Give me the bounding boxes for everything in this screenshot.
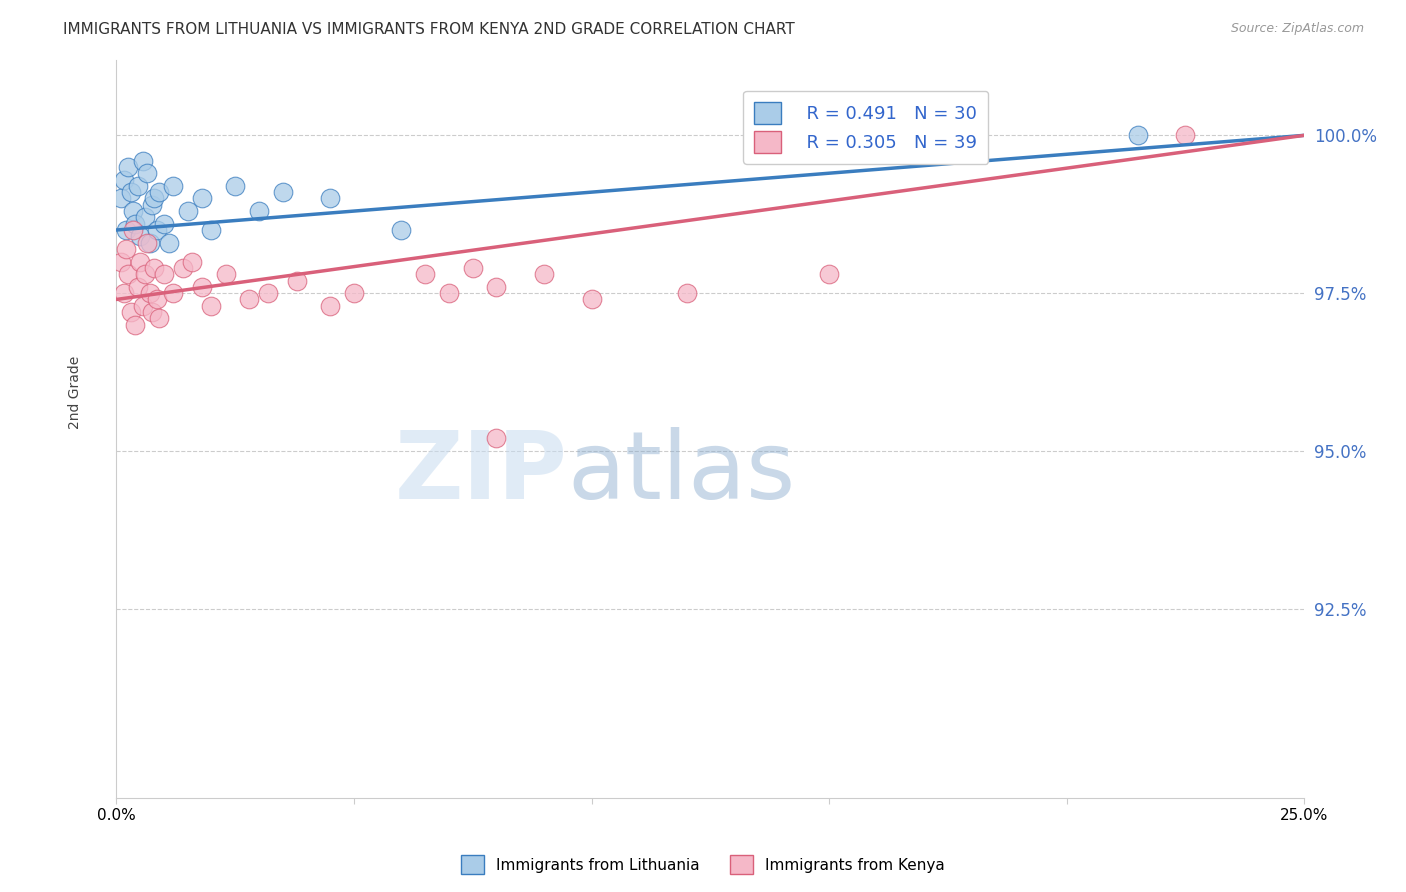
Point [533,267,555,281]
Point [157,235,180,250]
Point [319,299,342,313]
Point [162,286,184,301]
Point [581,293,603,307]
Point [153,267,176,281]
Point [247,204,270,219]
Point [437,286,460,301]
Point [238,293,260,307]
Point [110,254,132,268]
Point [127,178,149,193]
Legend: Immigrants from Lithuania, Immigrants from Kenya: Immigrants from Lithuania, Immigrants fr… [454,849,952,880]
Text: Source: ZipAtlas.com: Source: ZipAtlas.com [1230,22,1364,36]
Point [1126,128,1149,143]
Point [131,153,153,168]
Point [153,217,176,231]
Point [675,286,697,301]
Point [141,305,163,319]
Point [122,223,145,237]
Point [200,223,222,237]
Point [214,267,236,281]
Point [124,217,146,231]
Point [143,260,166,275]
Point [191,280,214,294]
Point [134,267,156,281]
Point [129,229,152,244]
Point [122,204,145,219]
Point [112,172,135,186]
Point [138,286,160,301]
Point [391,223,413,237]
Point [115,223,138,237]
Point [112,286,135,301]
Point [117,267,139,281]
Point [115,242,138,256]
Point [191,191,214,205]
Point [319,191,342,205]
Point [485,280,508,294]
Point [224,178,246,193]
Legend:   R = 0.491   N = 30,   R = 0.305   N = 39: R = 0.491 N = 30, R = 0.305 N = 39 [744,91,988,164]
Point [124,318,146,332]
Point [176,204,198,219]
Point [162,178,184,193]
Point [200,299,222,313]
Point [136,235,159,250]
Point [136,166,159,180]
Point [143,191,166,205]
Point [485,431,508,445]
Text: IMMIGRANTS FROM LITHUANIA VS IMMIGRANTS FROM KENYA 2ND GRADE CORRELATION CHART: IMMIGRANTS FROM LITHUANIA VS IMMIGRANTS … [63,22,794,37]
Point [271,185,294,199]
Point [148,185,170,199]
Point [120,305,142,319]
Point [343,286,366,301]
Point [818,267,841,281]
Point [145,223,167,237]
Point [134,211,156,225]
Point [120,185,142,199]
Text: atlas: atlas [568,427,796,519]
Point [110,191,132,205]
Point [172,260,194,275]
Point [257,286,280,301]
Point [141,198,163,212]
Point [285,273,308,287]
Point [138,235,160,250]
Point [413,267,436,281]
Point [131,299,153,313]
Point [127,280,149,294]
Point [181,254,204,268]
Text: ZIP: ZIP [395,427,568,519]
Point [461,260,484,275]
Point [148,311,170,326]
Point [145,293,167,307]
Text: 2nd Grade: 2nd Grade [67,355,82,428]
Point [865,141,887,155]
Point [117,160,139,174]
Point [1174,128,1197,143]
Point [129,254,152,268]
